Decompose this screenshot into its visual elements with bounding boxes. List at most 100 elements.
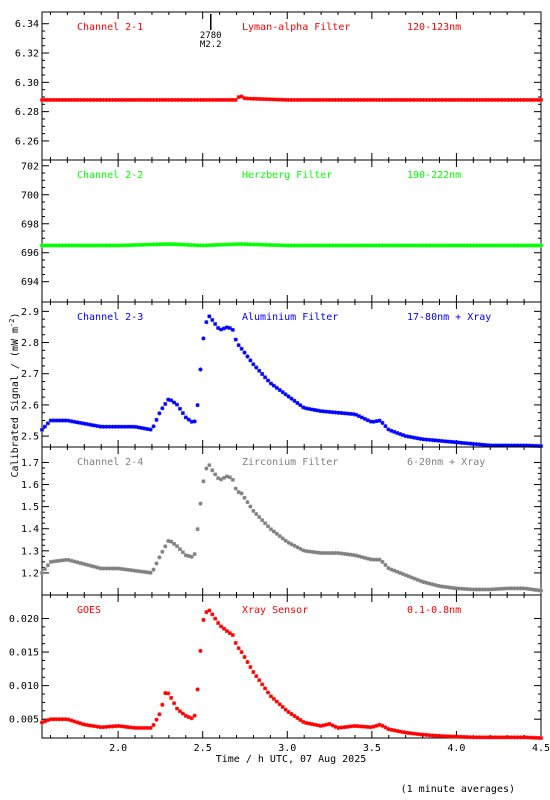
data-point [515,243,520,248]
y-tick-label: 0.020 [9,614,39,625]
data-point [148,427,153,432]
data-point [315,723,320,728]
data-point [456,440,461,445]
panel-frame [41,11,542,161]
data-point [75,420,80,425]
data-point [365,97,370,102]
data-point [219,477,224,482]
data-point [172,400,177,405]
data-point [192,243,197,248]
data-point [494,443,499,448]
data-point [254,365,259,370]
data-point [357,724,362,729]
data-point [424,580,429,585]
data-point [169,398,174,403]
data-point [160,97,165,102]
data-point [333,724,338,729]
data-point [139,569,144,574]
data-point [450,243,455,248]
data-point [254,512,259,517]
data-point [536,588,541,593]
data-point [257,678,262,683]
data-point [521,243,526,248]
data-point [133,725,138,730]
data-point [198,243,203,248]
data-point [122,724,127,729]
data-point [436,243,441,248]
data-point [216,242,221,247]
data-point [304,243,309,248]
data-point [119,243,124,248]
data-point [436,97,441,102]
data-point [318,550,323,555]
data-point [163,544,168,549]
data-point [113,97,118,102]
data-point [101,566,106,571]
y-tick-label: 2.6 [21,400,39,411]
channel-label: Channel 2-3 [77,312,143,323]
data-point [63,97,68,102]
series-points [40,94,543,102]
data-point [339,243,344,248]
data-point [148,570,153,575]
data-point [518,735,523,740]
data-point [266,378,271,383]
data-point [192,97,197,102]
data-point [116,97,121,102]
data-point [512,735,517,740]
data-point [227,631,232,636]
data-point [515,735,520,740]
band-label: 6-20nm + Xray [407,457,485,468]
data-point [465,441,470,446]
data-point [110,97,115,102]
data-point [180,97,185,102]
data-point [448,734,453,739]
data-point [148,725,153,730]
data-point [365,243,370,248]
data-point [377,418,382,423]
data-point [368,725,373,730]
data-point [539,588,543,593]
data-point [51,559,56,564]
data-point [474,442,479,447]
data-point [336,243,341,248]
data-point [383,725,388,730]
data-point [374,557,379,562]
data-point [533,97,538,102]
data-point [274,699,279,704]
data-point [175,242,180,247]
data-point [183,242,188,247]
data-point [95,724,100,729]
data-point [257,242,262,247]
data-point [462,441,467,446]
data-point [84,243,89,248]
data-point [377,97,382,102]
data-point [271,696,276,701]
data-point [75,243,80,248]
data-point [42,424,47,429]
data-point [54,97,59,102]
panel-4: 1.2 1.3 1.4 1.5 1.6 1.7 Channel 2-4 Zirconium F… [21,446,543,596]
data-point [295,97,300,102]
data-point [448,243,453,248]
data-point [421,580,426,585]
data-point [254,242,259,247]
data-point [63,418,68,423]
data-point [216,326,221,331]
data-point [494,587,499,592]
data-point [292,398,297,403]
data-point [489,587,494,592]
data-point [327,97,332,102]
data-point [530,735,535,740]
data-point [245,354,250,359]
data-point [175,706,180,711]
data-point [368,243,373,248]
data-point [515,586,520,591]
data-point [116,566,121,571]
data-point [45,421,50,426]
data-point [104,424,109,429]
data-point [66,557,71,562]
data-point [136,97,141,102]
y-axis-label-end: ) [10,313,21,319]
data-point [301,243,306,248]
